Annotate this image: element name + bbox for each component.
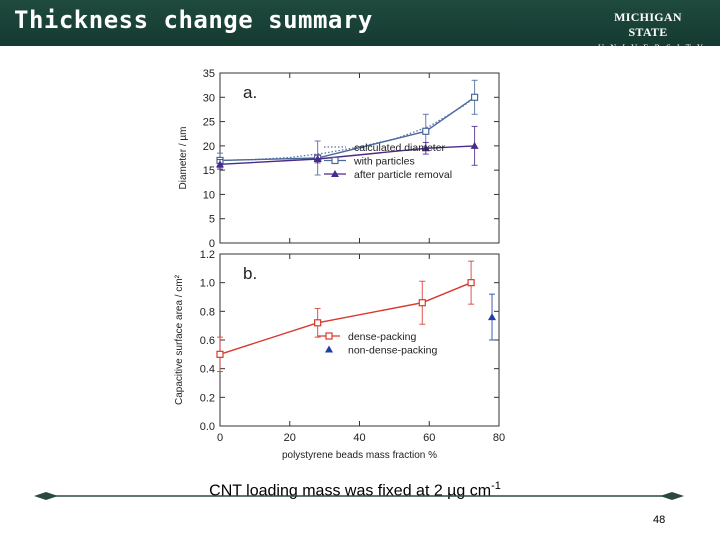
footer-decoration [34, 492, 684, 500]
y-tick-label: 1.0 [200, 278, 215, 290]
x-tick-label: 40 [353, 432, 365, 444]
y-tick-label: 1.2 [200, 249, 215, 261]
y-tick-label: 0.4 [200, 364, 215, 376]
y-tick-label: 0.6 [200, 335, 215, 347]
legend-marker-square [325, 332, 333, 340]
data-point-square [418, 299, 426, 307]
legend-label: with particles [353, 156, 415, 168]
y-axis-label: Capacitive surface area / cm² [174, 274, 185, 405]
legend-label: non-dense-packing [348, 345, 437, 357]
series-line-dense-packing [219, 282, 472, 355]
panel-label: b. [243, 264, 257, 283]
x-tick-label: 80 [493, 432, 505, 444]
y-tick-label: 20 [203, 141, 215, 153]
data-point-square [422, 127, 430, 135]
y-tick-label: 0.2 [200, 392, 215, 404]
legend-marker-square [331, 156, 339, 165]
series-line-after-particle-removal [219, 145, 475, 165]
logo-text-line2: UNIVERSITY [598, 42, 709, 52]
y-tick-label: 0 [209, 238, 215, 250]
data-point-triangle [216, 160, 224, 168]
thickness-chart: 0 5 10 15 20 25 30 35 a. Diameter / µm calculated … [174, 68, 505, 461]
y-tick-label: 5 [209, 214, 215, 226]
data-point-triangle [421, 144, 430, 152]
y-tick-label: 10 [203, 189, 215, 201]
x-tick-label: 20 [284, 432, 296, 444]
slide-title: Thickness change summary [14, 6, 373, 34]
legend-label: calculated diameter [354, 142, 446, 154]
y-tick-label: 15 [203, 165, 215, 177]
data-point-triangle [488, 313, 497, 321]
data-point-triangle [313, 154, 322, 162]
panel-label: a. [243, 83, 257, 102]
caption-text: CNT loading mass was fixed at 2 µg cm [209, 482, 492, 500]
legend-marker-triangle [325, 345, 333, 353]
data-point-square [314, 319, 322, 327]
x-tick-label: 0 [217, 432, 223, 444]
legend-label: dense-packing [348, 331, 416, 343]
data-point-square [470, 93, 479, 101]
right-diamond-ornament [660, 492, 684, 500]
data-point-triangle [470, 141, 479, 149]
y-axis-label: Diameter / µm [178, 127, 189, 190]
data-point-square [467, 279, 475, 287]
university-logo: MICHIGAN STATE UNIVERSITY [598, 10, 709, 52]
y-tick-label: 35 [203, 68, 215, 80]
legend-marker-triangle [331, 170, 339, 177]
series-line-with-particles [219, 96, 476, 162]
x-axis-label: polystyrene beads mass fraction % [282, 450, 437, 461]
left-diamond-ornament [34, 492, 58, 500]
y-tick-label: 30 [203, 92, 215, 104]
y-tick-label: 25 [203, 117, 215, 129]
y-tick-label: 0.8 [200, 306, 215, 318]
slide-caption: CNT loading mass was fixed at 2 µg cm-1 [160, 475, 550, 502]
x-tick-label: 60 [423, 432, 435, 444]
logo-text-line1: MICHIGAN STATE [614, 10, 682, 39]
y-tick-label: 0.0 [200, 421, 215, 433]
page-number: 48 [653, 514, 666, 526]
caption-superscript: -1 [491, 480, 501, 492]
data-point-square [216, 350, 224, 358]
legend-label: after particle removal [354, 169, 452, 181]
slide-header: Thickness change summary MICHIGAN STATE … [0, 0, 720, 52]
